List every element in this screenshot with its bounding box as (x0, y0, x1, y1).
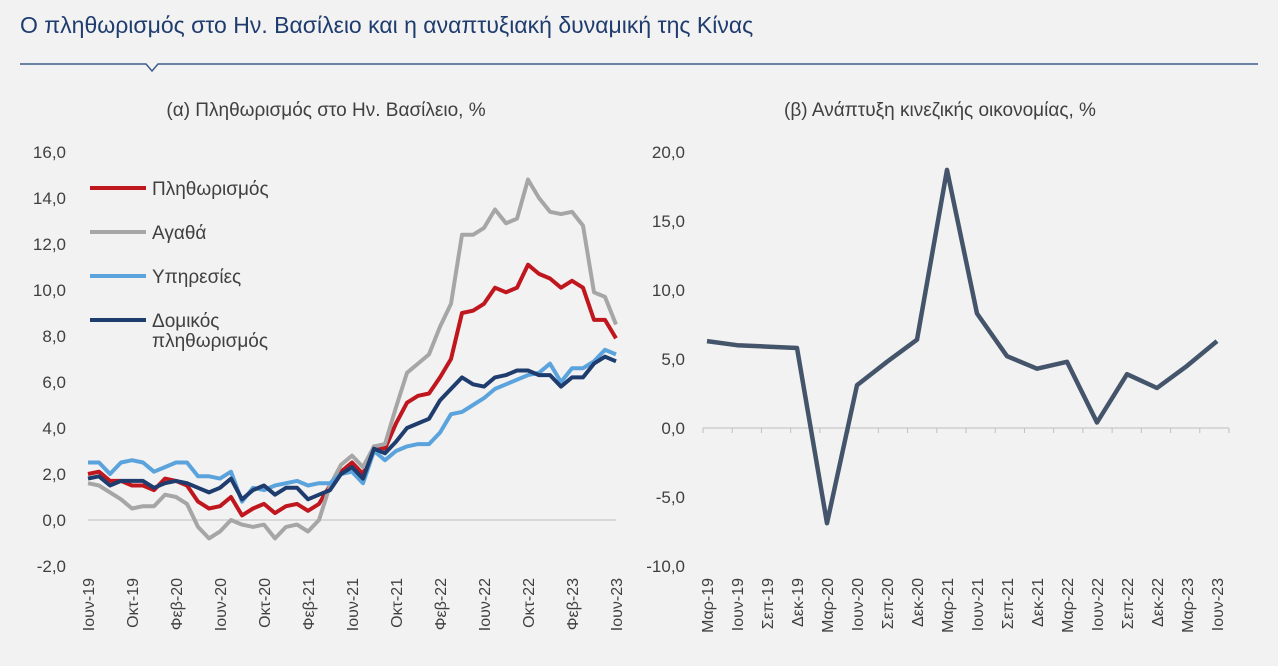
chart-a-y-tick-label: 8,0 (42, 327, 66, 346)
chart-a-x-tick-label: Ιουν-20 (213, 578, 230, 631)
chart-b-x-axis (702, 427, 1230, 433)
chart-a-x-tick-label: Ιουν-19 (81, 578, 98, 631)
chart-b-x-tick-label: Δεκ-20 (910, 578, 927, 627)
chart-a-x-tick-label: Οκτ-21 (389, 578, 406, 628)
chart-b-title: (β) Ανάπτυξη κινεζικής οικονομίας, % (784, 100, 1096, 121)
chart-b-x-tick-label: Ιουν-23 (1210, 578, 1227, 631)
chart-b-series (706, 167, 1219, 526)
legend-label-1: Πληθωρισμός (152, 179, 269, 200)
chart-a-x-tick-label: Οκτ-19 (125, 578, 142, 628)
chart-b-x-tick-label: Δεκ-19 (790, 578, 807, 627)
legend-label-5: πληθωρισμός (152, 331, 268, 352)
chart-a-series-line-4 (87, 354, 617, 502)
chart-b-y-tick-label: 15,0 (652, 212, 685, 231)
chart-a-series-line-2 (87, 177, 618, 541)
chart-b-y-tick-label: 20,0 (652, 143, 685, 162)
legend-label-2: Αγαθά (152, 223, 206, 244)
chart-a-x-tick-label: Οκτ-22 (521, 578, 538, 628)
chart-a-series-line-3 (88, 347, 617, 504)
chart-a-x-tick-label: Ιουν-21 (345, 578, 362, 631)
chart-b-x-tick-labels: Μαρ-19 Ιουν-19 Σεπ-19 Δεκ-19 Μαρ-20 Ιουν-20 Σε… (700, 578, 1227, 633)
chart-b-y-tick-label: 0,0 (661, 419, 685, 438)
chart-a-y-tick-label: 2,0 (42, 465, 66, 484)
chart-a-series-line-1 (87, 262, 618, 518)
chart-a-y-tick-label: 0,0 (42, 511, 66, 530)
chart-b-x-tick-label: Ιουν-21 (970, 578, 987, 631)
legend-label-3: Υπηρεσίες (152, 267, 241, 288)
chart-b-x-tick-label: Δεκ-21 (1030, 578, 1047, 627)
chart-a-x-tick-label: Ιουν-23 (609, 578, 626, 631)
chart-b-y-tick-label: 5,0 (661, 350, 685, 369)
chart-b-x-tick-label: Ιουν-22 (1090, 578, 1107, 631)
chart-a-x-tick-label: Φεβ-22 (433, 578, 450, 630)
chart-b-x-tick-label: Ιουν-19 (730, 578, 747, 631)
chart-b-y-tick-label: 10,0 (652, 281, 685, 300)
chart-a-y-axis: -2,0 0,0 2,0 4,0 6,0 8,0 10,0 12,0 14,0 16,0 (33, 143, 66, 576)
chart-a-x-tick-label: Φεβ-23 (565, 578, 582, 630)
chart-a-y-tick-label: 6,0 (42, 373, 66, 392)
chart-b-y-axis: -10,0 -5,0 0,0 5,0 10,0 15,0 20,0 (646, 143, 685, 576)
chart-b-x-tick-label: Μαρ-20 (820, 578, 837, 633)
chart-b-x-tick-label: Σεπ-20 (880, 578, 897, 629)
chart-a-y-tick-label: 4,0 (42, 419, 66, 438)
chart-a-y-tick-label: -2,0 (37, 557, 66, 576)
chart-a-x-tick-label: Οκτ-20 (257, 578, 274, 628)
chart-b-series-line-1 (706, 167, 1219, 526)
chart-b-x-tick-label: Σεπ-21 (1000, 578, 1017, 629)
chart-a-y-tick-label: 16,0 (33, 143, 66, 162)
chart-uk-inflation: (α) Πληθωρισμός στο Ην. Βασίλειο, % -2,0… (33, 100, 626, 631)
chart-a-y-tick-label: 14,0 (33, 189, 66, 208)
chart-a-x-tick-label: Φεβ-21 (301, 578, 318, 630)
header-rule (20, 63, 1258, 73)
chart-b-x-tick-label: Μαρ-19 (700, 578, 717, 633)
chart-a-series (87, 177, 618, 541)
page-title: Ο πληθωρισμός στο Ην. Βασίλειο και η ανα… (20, 12, 754, 38)
chart-a-x-tick-labels: Ιουν-19 Οκτ-19 Φεβ-20 Ιουν-20 Οκτ-20 Φεβ-21 Ιο… (81, 578, 626, 631)
legend-label-4: Δομικός (152, 311, 219, 332)
chart-china-growth: (β) Ανάπτυξη κινεζικής οικονομίας, % -10… (646, 100, 1230, 633)
chart-a-y-tick-label: 10,0 (33, 281, 66, 300)
chart-a-legend: Πληθωρισμός Αγαθά Υπηρεσίες Δομικόςπληθωρισ… (90, 179, 269, 352)
chart-b-x-tick-label: Ιουν-20 (850, 578, 867, 631)
chart-a-x-tick-label: Ιουν-22 (477, 578, 494, 631)
chart-b-x-tick-label: Δεκ-22 (1150, 578, 1167, 627)
chart-b-x-tick-label: Σεπ-19 (760, 578, 777, 629)
chart-b-x-tick-label: Μαρ-22 (1060, 578, 1077, 633)
chart-b-x-tick-label: Μαρ-21 (940, 578, 957, 633)
chart-b-x-tick-label: Σεπ-22 (1120, 578, 1137, 629)
chart-a-y-tick-label: 12,0 (33, 235, 66, 254)
chart-b-y-tick-label: -10,0 (646, 557, 685, 576)
chart-a-title: (α) Πληθωρισμός στο Ην. Βασίλειο, % (166, 100, 485, 121)
chart-b-x-tick-label: Μαρ-23 (1180, 578, 1197, 633)
chart-b-y-tick-label: -5,0 (656, 488, 685, 507)
chart-a-x-tick-label: Φεβ-20 (169, 578, 186, 630)
